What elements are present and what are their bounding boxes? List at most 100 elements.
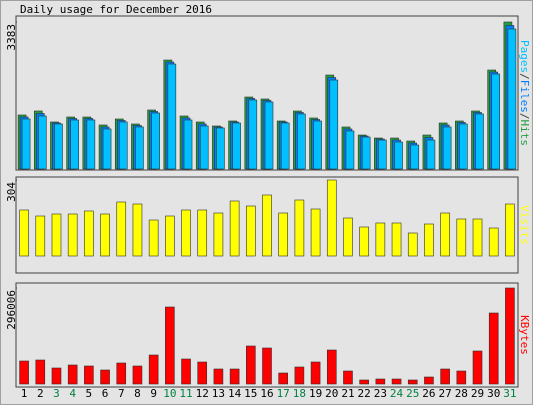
bar [424,376,434,385]
bar [54,123,63,170]
bar [116,201,127,257]
x-tick-label: 19 [309,387,322,400]
bar [181,209,191,257]
bar [375,222,386,257]
bar [197,361,208,385]
bar [116,362,127,385]
legend-separator: / [518,73,531,80]
x-tick-label: 2 [37,387,44,400]
x-tick-label: 6 [102,387,109,400]
bar [507,28,517,170]
bar [132,203,143,257]
bar [294,366,305,385]
x-tick-label: 23 [374,387,387,400]
bar [84,210,94,257]
bar [407,232,418,257]
y-tick-label: 304 [5,182,18,202]
bar [35,359,46,385]
bar [167,63,177,170]
x-tick-label: 21 [341,387,354,400]
x-tick-label: 3 [53,387,60,400]
bar [488,312,499,385]
legend-entry: Hits [518,120,531,147]
x-tick-label: 5 [86,387,93,400]
bar [102,128,112,170]
x-tick-label: 24 [390,387,404,400]
bar [229,368,240,385]
bar [148,354,159,385]
bar [132,365,143,385]
bar [213,212,224,257]
bar [151,112,160,170]
legend: Pages/Files/Hits [518,40,531,146]
bar [407,379,418,385]
x-tick-label: 15 [244,387,257,400]
x-tick-label: 30 [487,387,500,400]
bar [229,200,240,257]
bar [472,218,483,257]
x-tick-label: 12 [196,387,209,400]
legend-entry: Pages [518,40,531,73]
bar [378,139,387,170]
x-tick-label: 18 [293,387,306,400]
bar [326,349,337,385]
bar [21,118,31,170]
bar [359,379,369,385]
bar [248,99,258,170]
bar [440,368,450,385]
x-tick-label: 20 [325,387,338,400]
bar [375,378,386,385]
x-tick-label: 11 [179,387,192,400]
bar [19,209,29,257]
bar [213,368,224,385]
bar [310,208,321,257]
bar [313,120,322,170]
bar [391,378,402,385]
bar [426,139,436,170]
bar [343,370,353,385]
bar [359,226,369,257]
bar [165,306,175,385]
bar [394,141,403,170]
bar [37,115,47,170]
bar [197,209,208,257]
bar [199,125,209,170]
bar [297,113,306,170]
bar [100,213,110,257]
bar [232,122,241,170]
bar [35,215,46,257]
legend-entry: Visits [518,205,531,245]
x-tick-label: 26 [422,387,435,400]
bar [51,213,62,257]
x-tick-label: 28 [455,387,468,400]
legend-entry: KBytes [518,315,531,355]
bar [491,73,501,170]
bar [278,372,288,385]
bar [424,223,434,257]
x-tick-label: 25 [406,387,419,400]
bar [70,119,79,170]
x-tick-label: 16 [260,387,273,400]
bar [310,361,321,385]
y-tick-label: 296006 [5,290,18,330]
bar [165,215,175,257]
bar [326,179,337,257]
x-tick-label: 1 [21,387,28,400]
x-tick-label: 7 [118,387,125,400]
bar [343,217,353,257]
bar [440,212,450,257]
bar [183,119,193,170]
bar [216,127,225,170]
legend-entry: Files [518,80,531,113]
bar [118,121,128,170]
bar [294,199,305,257]
bar [135,126,144,170]
bar [345,130,355,170]
y-tick-label: 3383 [5,24,18,51]
bar [472,350,483,385]
x-tick-label: 27 [439,387,452,400]
legend: Visits [518,205,531,245]
bar [456,218,467,257]
